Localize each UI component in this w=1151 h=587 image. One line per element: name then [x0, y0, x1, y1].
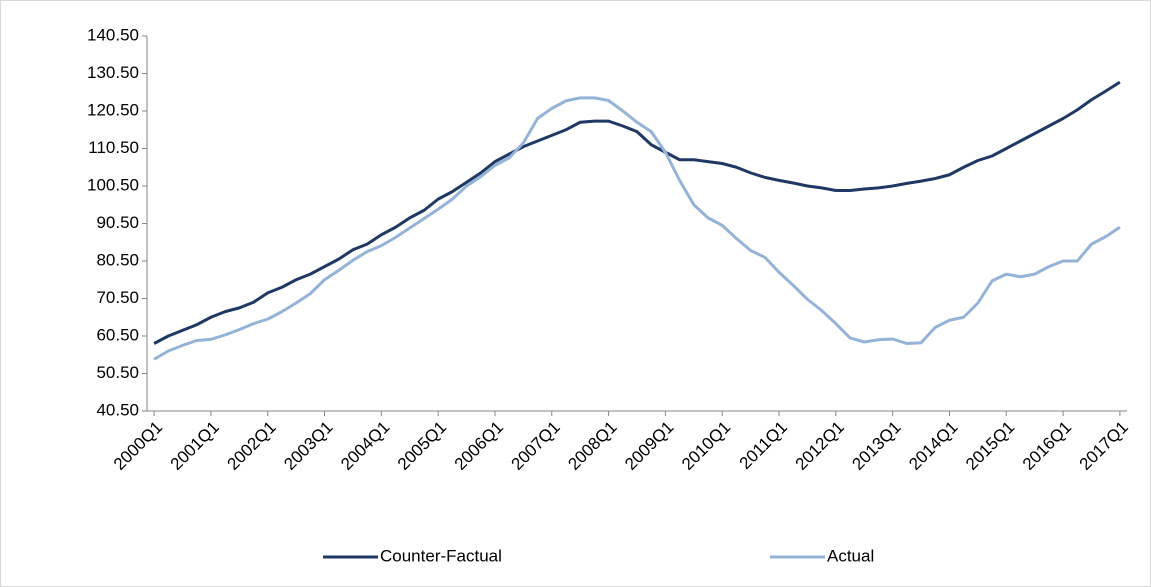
y-tick-label: 90.50 — [96, 213, 139, 232]
y-tick-label: 130.50 — [87, 63, 139, 82]
series-line — [153, 80, 1121, 345]
y-tick-label: 140.50 — [87, 25, 139, 44]
y-tick-label: 80.50 — [96, 250, 139, 269]
y-tick-label: 60.50 — [96, 325, 139, 344]
y-tick-label: 40.50 — [96, 400, 139, 419]
y-tick-label: 120.50 — [87, 100, 139, 119]
y-tick-label: 100.50 — [87, 175, 139, 194]
y-tick-label: 50.50 — [96, 363, 139, 382]
series-line — [153, 96, 1121, 361]
legend-label: Counter-Factual — [380, 546, 502, 565]
y-tick-label: 110.50 — [88, 138, 139, 157]
y-tick-label: 70.50 — [96, 288, 139, 307]
legend-label: Actual — [827, 546, 874, 565]
